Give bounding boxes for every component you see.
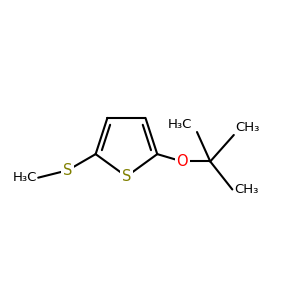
Text: S: S	[122, 169, 131, 184]
Text: S: S	[63, 163, 72, 178]
Text: CH₃: CH₃	[234, 183, 258, 196]
Text: O: O	[176, 154, 188, 169]
Text: CH₃: CH₃	[235, 121, 260, 134]
Text: H₃C: H₃C	[168, 118, 193, 130]
Text: H₃C: H₃C	[12, 171, 37, 184]
